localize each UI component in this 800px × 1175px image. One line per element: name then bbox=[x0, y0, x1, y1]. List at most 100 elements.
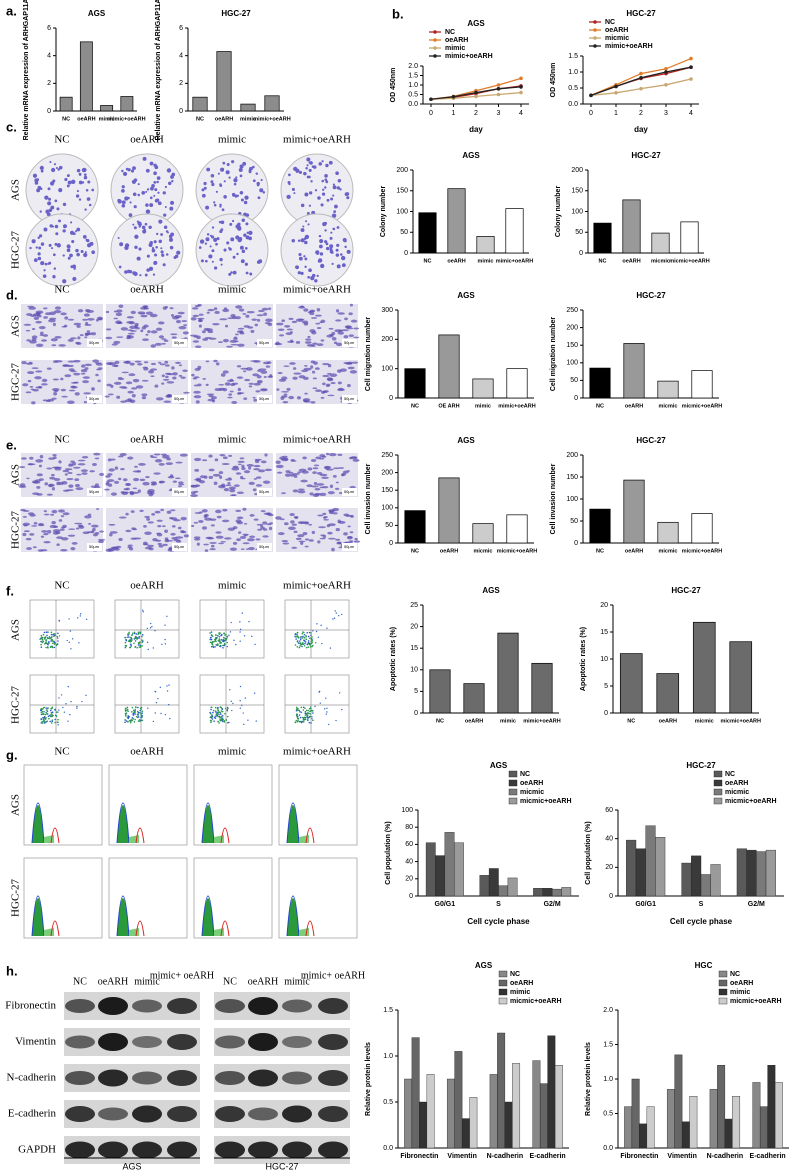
event bbox=[314, 705, 316, 708]
cell bbox=[140, 329, 144, 333]
colony bbox=[298, 170, 302, 174]
colony bbox=[293, 166, 298, 172]
cell bbox=[51, 487, 55, 491]
cell bbox=[183, 324, 188, 327]
cell bbox=[116, 336, 124, 338]
x-tick-label: NC bbox=[599, 258, 607, 264]
colony bbox=[220, 263, 223, 266]
column-label: oeARH bbox=[130, 434, 164, 446]
colony bbox=[318, 244, 323, 249]
cell bbox=[320, 396, 325, 399]
colony bbox=[249, 272, 253, 276]
panel-label: b. bbox=[392, 6, 404, 21]
scale-box bbox=[257, 488, 272, 496]
event bbox=[210, 645, 213, 648]
cell bbox=[265, 365, 271, 368]
x-tick-label: mimic bbox=[475, 403, 491, 409]
x-tick-label: mimic+oeARH bbox=[498, 403, 535, 409]
colony bbox=[220, 167, 225, 172]
cell bbox=[84, 367, 89, 370]
event bbox=[149, 627, 152, 629]
cell bbox=[150, 330, 158, 334]
cell bbox=[193, 536, 201, 539]
event bbox=[309, 637, 311, 639]
colony bbox=[230, 271, 233, 274]
bar bbox=[489, 1074, 498, 1149]
cell bbox=[214, 458, 219, 462]
colony bbox=[57, 168, 60, 171]
bar bbox=[498, 885, 509, 897]
colony bbox=[213, 266, 218, 270]
cell bbox=[337, 453, 343, 456]
cell bbox=[338, 546, 343, 549]
row-label: AGS bbox=[10, 619, 22, 641]
colony bbox=[83, 173, 87, 176]
cell bbox=[171, 336, 177, 339]
cell bbox=[51, 520, 56, 525]
x-tick-label: mimic+oeARH bbox=[108, 116, 145, 122]
cell bbox=[18, 485, 27, 488]
y-tick-label: 1.5 bbox=[568, 53, 578, 60]
colony bbox=[74, 230, 78, 233]
cell bbox=[197, 383, 202, 387]
cell bbox=[66, 489, 74, 492]
cell bbox=[210, 396, 217, 400]
cell bbox=[289, 513, 295, 516]
cell bbox=[239, 457, 245, 460]
cell bbox=[21, 360, 27, 365]
cell bbox=[63, 324, 68, 328]
cell bbox=[158, 335, 165, 339]
legend-label: oeARH bbox=[510, 980, 533, 987]
cell bbox=[163, 400, 172, 403]
cell bbox=[335, 309, 340, 313]
chart-title: HGC-27 bbox=[631, 151, 661, 160]
event bbox=[152, 720, 155, 723]
cell bbox=[224, 537, 232, 540]
cell bbox=[302, 398, 311, 402]
event bbox=[230, 621, 232, 624]
y-axis-label: Apoptotic rates (%) bbox=[390, 627, 397, 691]
cell bbox=[244, 378, 251, 382]
cell bbox=[164, 306, 168, 309]
cell bbox=[156, 532, 162, 535]
cell bbox=[81, 472, 88, 475]
cell bbox=[221, 519, 230, 523]
cell bbox=[109, 531, 118, 534]
cell bbox=[329, 373, 338, 377]
column-label: oeARH bbox=[130, 284, 164, 296]
event bbox=[154, 712, 156, 714]
cell bbox=[91, 530, 95, 534]
colony bbox=[36, 178, 40, 181]
cell bbox=[111, 364, 118, 367]
cell bbox=[242, 312, 247, 315]
cell bbox=[162, 525, 166, 528]
cell bbox=[125, 483, 130, 486]
legend-label: micmic+oeARH bbox=[725, 798, 777, 805]
event bbox=[223, 644, 225, 647]
event bbox=[43, 722, 46, 724]
colony bbox=[330, 197, 334, 201]
dish bbox=[110, 213, 184, 287]
colony bbox=[75, 194, 80, 198]
colony bbox=[134, 245, 138, 249]
cell bbox=[207, 398, 215, 402]
cell bbox=[215, 535, 224, 539]
y-tick-label: 0.0 bbox=[383, 1145, 393, 1152]
cell bbox=[208, 454, 213, 458]
cell bbox=[166, 381, 175, 384]
event bbox=[41, 636, 44, 639]
colony bbox=[158, 239, 162, 244]
cell bbox=[199, 480, 206, 484]
cell bbox=[293, 530, 298, 533]
colony bbox=[295, 170, 299, 173]
event bbox=[42, 633, 45, 636]
colony bbox=[119, 242, 124, 247]
cell bbox=[297, 489, 306, 494]
cell bbox=[236, 330, 243, 333]
panel-label: c. bbox=[6, 119, 17, 134]
cell bbox=[322, 374, 330, 378]
cell bbox=[162, 543, 168, 547]
colony bbox=[170, 175, 174, 179]
cell bbox=[291, 523, 297, 526]
colony bbox=[169, 206, 174, 211]
